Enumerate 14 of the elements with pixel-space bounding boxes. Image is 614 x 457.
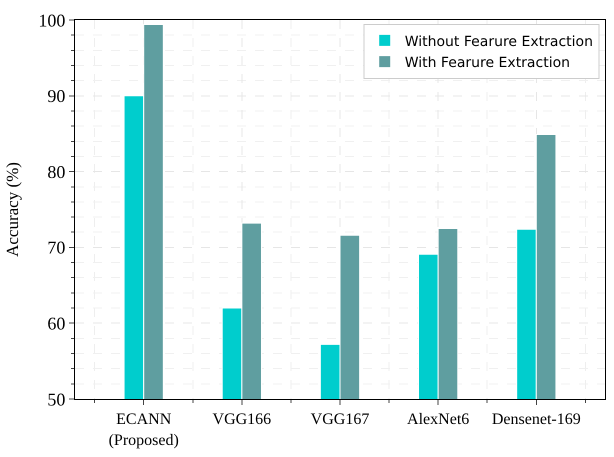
x-tick-label: AlexNet6 (407, 411, 470, 428)
legend-label: Without Fearure Extraction (404, 34, 593, 50)
legend-label: With Fearure Extraction (404, 55, 570, 72)
y-axis-title: Accuracy (%) (2, 162, 22, 257)
x-tick-label: VGG166 (212, 411, 272, 428)
y-tick-label: 60 (47, 314, 66, 334)
x-tick-label: Densenet-169 (492, 411, 581, 428)
y-tick-label: 100 (38, 10, 66, 30)
x-tick-label: VGG167 (310, 411, 370, 428)
x-tick-label: ECANN (Proposed) (108, 411, 179, 449)
y-tick-label: 70 (47, 238, 66, 258)
y-tick-label: 80 (47, 162, 66, 182)
y-tick-label: 90 (47, 86, 66, 106)
y-tick-label: 50 (47, 389, 66, 410)
